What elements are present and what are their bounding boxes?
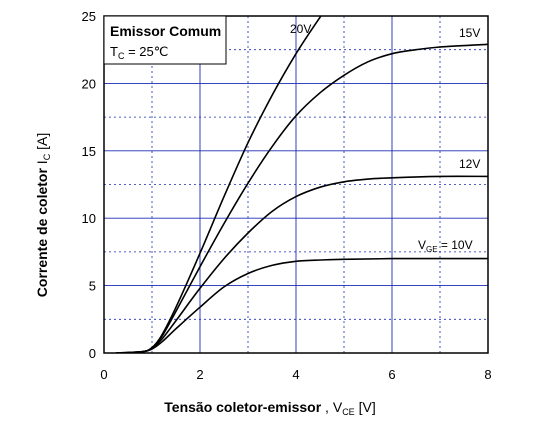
y-tick-label: 5 xyxy=(89,279,96,294)
curves xyxy=(115,16,488,353)
curve-15v xyxy=(115,43,488,353)
x-tick-labels: 0 2 4 6 8 xyxy=(100,367,491,382)
y-axis-symbol: I xyxy=(34,160,50,164)
x-axis-subscript: CE xyxy=(342,407,355,417)
x-tick-label: 4 xyxy=(292,367,299,382)
y-tick-label: 15 xyxy=(82,144,96,159)
y-tick-label: 0 xyxy=(89,346,96,361)
y-axis-label: Corrente de coletor IC [A] xyxy=(34,133,52,297)
curve-label-vge-10v: VGE = 10V xyxy=(418,238,473,254)
curve-label-12v: 12V xyxy=(459,157,480,171)
curve-labels: 20V 15V 12V VGE = 10V xyxy=(290,22,480,254)
y-tick-labels: 0 5 10 15 20 25 xyxy=(82,9,96,361)
curve-label-15v: 15V xyxy=(459,26,480,40)
curve-vge-10v xyxy=(115,257,488,353)
condition-value: = 25℃ xyxy=(124,44,168,59)
x-axis-symbol: , V xyxy=(321,399,343,415)
x-tick-label: 0 xyxy=(100,367,107,382)
condition-annotation: Emissor Comum TC = 25℃ xyxy=(103,15,227,65)
annotation-condition: TC = 25℃ xyxy=(110,44,168,61)
y-tick-label: 10 xyxy=(82,211,96,226)
x-axis-label-text: Tensão coletor-emissor xyxy=(164,399,321,415)
grid xyxy=(104,16,488,353)
y-axis-subscript: C xyxy=(42,153,52,160)
plot-frame xyxy=(103,15,489,354)
x-axis-unit: [V] xyxy=(355,399,376,415)
condition-symbol: T xyxy=(110,44,118,59)
condition-subscript: C xyxy=(118,51,125,61)
curve-12v xyxy=(115,175,488,353)
y-axis-unit: [A] xyxy=(34,133,50,154)
y-tick-label: 20 xyxy=(82,76,96,91)
curve-label-20v: 20V xyxy=(290,22,311,36)
annotation-box xyxy=(103,15,227,65)
y-axis-label-text: Corrente de coletor xyxy=(34,168,50,298)
x-axis-label: Tensão coletor-emissor , VCE [V] xyxy=(164,399,375,417)
x-tick-label: 8 xyxy=(484,367,491,382)
y-tick-label: 25 xyxy=(82,9,96,24)
x-tick-label: 2 xyxy=(196,367,203,382)
annotation-title: Emissor Comum xyxy=(110,23,221,39)
x-tick-label: 6 xyxy=(388,367,395,382)
